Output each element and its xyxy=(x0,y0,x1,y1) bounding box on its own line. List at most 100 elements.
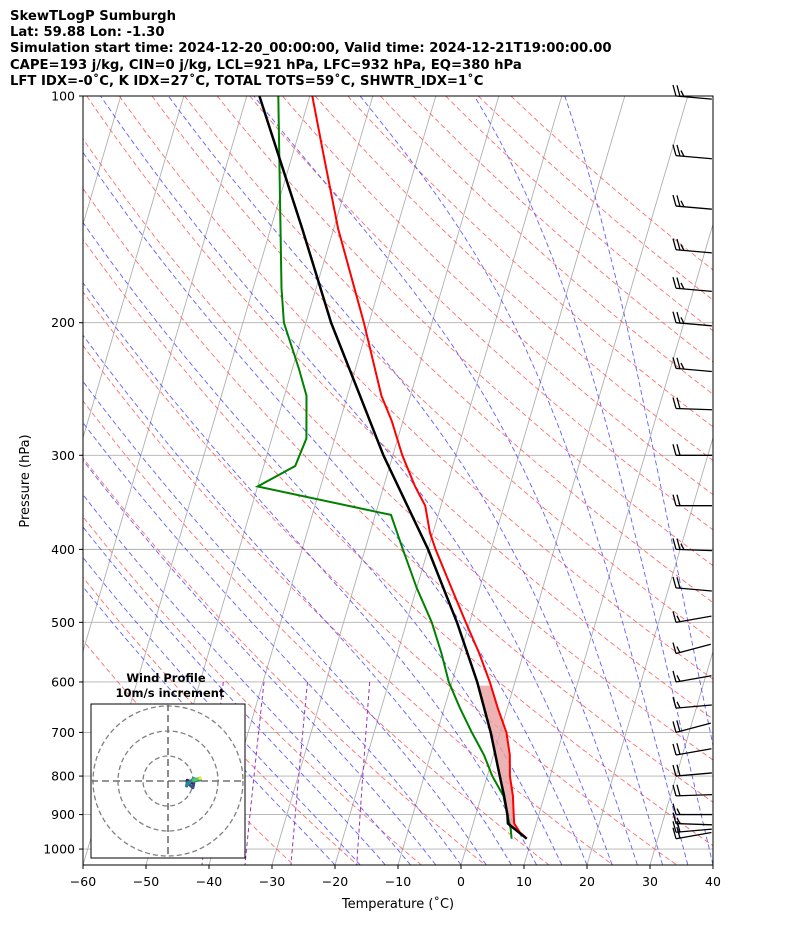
y-tick-label: 700 xyxy=(51,725,75,740)
isotherm xyxy=(271,96,500,865)
isotherm xyxy=(83,96,248,653)
moist-adiabat xyxy=(83,493,411,865)
moist-adiabat xyxy=(100,96,613,865)
moist-adiabat xyxy=(83,421,462,865)
x-tick-label: 0 xyxy=(457,874,465,889)
wind-barb xyxy=(672,194,712,210)
wind-barb xyxy=(672,494,712,507)
dry-adiabat xyxy=(118,96,713,680)
dry-adiabat xyxy=(445,96,713,332)
wind-barb xyxy=(672,311,712,327)
x-tick-label: 30 xyxy=(642,874,658,889)
wind-barb xyxy=(672,826,712,840)
x-tick-label: 40 xyxy=(705,874,721,889)
dry-adiabat xyxy=(347,96,713,428)
wind-barb xyxy=(672,670,712,683)
y-tick-label: 200 xyxy=(51,315,75,330)
moist-adiabat xyxy=(564,96,713,748)
wind-barb xyxy=(672,144,712,160)
moist-adiabat xyxy=(83,380,487,865)
dry-adiabat xyxy=(83,187,713,803)
wind-barb xyxy=(672,538,713,552)
wind-barb xyxy=(672,764,712,777)
isotherm xyxy=(712,863,713,865)
wind-barb xyxy=(672,277,712,293)
x-tick-label: 10 xyxy=(516,874,532,889)
dry-adiabat xyxy=(282,96,713,496)
parcel-path xyxy=(258,96,528,840)
isotherm xyxy=(586,436,713,865)
dry-adiabat xyxy=(249,96,713,531)
moist-adiabat xyxy=(83,586,336,865)
moist-adiabat xyxy=(359,96,689,865)
time-text: Simulation start time: 2024-12-20_00:00:… xyxy=(10,41,612,57)
moist-adiabat xyxy=(83,151,588,865)
wind-barb xyxy=(672,642,711,655)
plot-area xyxy=(83,96,713,865)
x-tick-label: −30 xyxy=(259,874,285,889)
y-tick-label: 600 xyxy=(51,674,75,689)
y-tick-label: 1000 xyxy=(43,842,75,857)
isotherm xyxy=(208,96,437,865)
cape-indices-text: CAPE=193 j/kg, CIN=0 j/kg, LCL=921 hPa, … xyxy=(10,57,522,73)
wind-barb xyxy=(672,803,712,816)
x-tick-label: −60 xyxy=(70,874,96,889)
wind-barb xyxy=(672,397,713,411)
wind-profile-inset xyxy=(90,703,246,859)
dry-adiabat xyxy=(510,96,713,271)
dry-adiabat xyxy=(83,238,713,847)
wind-barb xyxy=(672,576,712,592)
isotherm xyxy=(397,96,626,865)
isotherm xyxy=(523,222,713,865)
wind-barb xyxy=(672,238,712,254)
wind-barb xyxy=(672,84,712,100)
moist-adiabat xyxy=(83,526,386,865)
wind-barb xyxy=(672,812,713,826)
dry-adiabat xyxy=(151,96,713,641)
dry-adiabat xyxy=(83,291,678,865)
dry-adiabat xyxy=(83,344,614,865)
y-tick-label: 800 xyxy=(51,769,75,784)
station-title: SkewTLogP Sumburgh xyxy=(10,9,176,24)
header-block: SkewTLogP Sumburgh Lat: 59.88 Lon: -1.30… xyxy=(10,9,612,90)
x-axis-label: Temperature (˚C) xyxy=(341,896,454,912)
inset-subtitle: 10m/s increment xyxy=(116,686,225,700)
mixing-ratio-line xyxy=(244,681,265,865)
inset-title: Wind Profile xyxy=(126,671,206,685)
wind-barb xyxy=(672,696,712,709)
wind-barb xyxy=(672,743,712,756)
isotherm xyxy=(334,96,563,865)
wind-barb xyxy=(672,611,712,623)
wind-barbs xyxy=(672,84,713,840)
moist-adiabat xyxy=(168,96,638,865)
x-tick-label: 20 xyxy=(579,874,595,889)
moist-adiabat xyxy=(83,556,361,865)
isotherm xyxy=(83,96,185,440)
x-tick-label: −10 xyxy=(385,874,411,889)
dry-adiabat xyxy=(83,400,550,865)
dewpoint-line xyxy=(254,96,513,839)
y-tick-label: 500 xyxy=(51,615,75,630)
x-tick-label: −40 xyxy=(196,874,222,889)
dry-adiabat xyxy=(216,96,713,567)
x-tick-label: −20 xyxy=(322,874,348,889)
moist-adiabat xyxy=(83,459,437,865)
y-tick-label: 300 xyxy=(51,448,75,463)
y-tick-label: 900 xyxy=(51,807,75,822)
dry-adiabat xyxy=(314,96,713,461)
wind-barb xyxy=(672,720,711,734)
temperature-line xyxy=(311,96,528,840)
y-axis-label: Pressure (hPa) xyxy=(18,434,33,527)
wind-barb xyxy=(672,444,712,456)
x-tick-label: −50 xyxy=(133,874,159,889)
axes: −60 −50 −40 −30 −20 −10 0 10 20 30 40 100 200 300 400 5… xyxy=(43,89,721,890)
mixing-ratio-line xyxy=(290,681,308,865)
moist-adiabat xyxy=(253,96,664,865)
moist-adiabat xyxy=(83,282,538,865)
wind-barb xyxy=(672,820,712,833)
wind-barb xyxy=(672,357,712,373)
dry-adiabat xyxy=(380,96,713,395)
location-text: Lat: 59.88 Lon: -1.30 xyxy=(10,25,165,41)
wind-barb xyxy=(672,784,713,797)
